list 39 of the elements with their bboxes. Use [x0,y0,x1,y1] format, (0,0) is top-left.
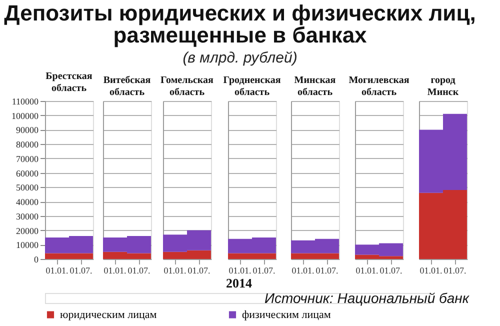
x-tick-label: 01.01. [46,266,68,276]
y-tick-label: 100000 [12,110,39,121]
x-tick-label: 01.07. [316,266,338,276]
chart-title: Гродненская область [223,75,282,98]
text: Источник: Национальный банк [264,290,470,306]
chart-title: Гомельская область [160,75,214,98]
x-tick-label: 01.07. [70,266,92,276]
y-tick-label: 40000 [16,197,39,208]
x-tick-label: 01.01. [164,266,186,276]
text: (в млрд. рублей) [182,50,298,66]
y-tick-label: 20000 [16,226,39,236]
chart-title: город Минск [427,75,459,98]
x-tick-label: 01.01. [104,266,126,276]
y-tick-label: 90000 [16,125,39,136]
y-tick-label: 110000 [12,96,39,106]
chart-title: Могилевская область [348,75,410,98]
x-tick-label: 01.01. [420,266,442,276]
y-tick-label: 60000 [16,168,39,178]
legend-label: физическим лицам [242,308,331,321]
y-tick-label: 70000 [16,154,39,164]
y-tick-label: 30000 [16,211,39,222]
x-tick-label: 01.07. [188,266,210,276]
y-tick-label: 10000 [16,240,39,250]
x-tick-label: 01.07. [128,266,150,276]
x-tick-label: 01.01. [228,266,252,276]
y-tick-label: 50000 [16,182,39,193]
text: Депозиты юридических и физических лиц, размещенные в банках [4,0,476,48]
x-tick-label: 01.07. [252,266,276,276]
chart-title: Минская область [294,75,336,98]
chart-title: Брестская область [46,71,93,94]
x-tick-label: 01.01. [356,266,378,276]
legend-label: юридическим лицам [60,308,157,321]
x-tick-label: 01.01. [292,266,314,276]
text: 2014 [226,276,252,290]
y-tick-label: 80000 [16,140,39,150]
chart-title: Витебская область [103,75,152,98]
x-tick-label: 01.07. [380,266,402,276]
x-tick-label: 01.07. [444,266,466,276]
y-tick-label: 0 [34,254,39,264]
